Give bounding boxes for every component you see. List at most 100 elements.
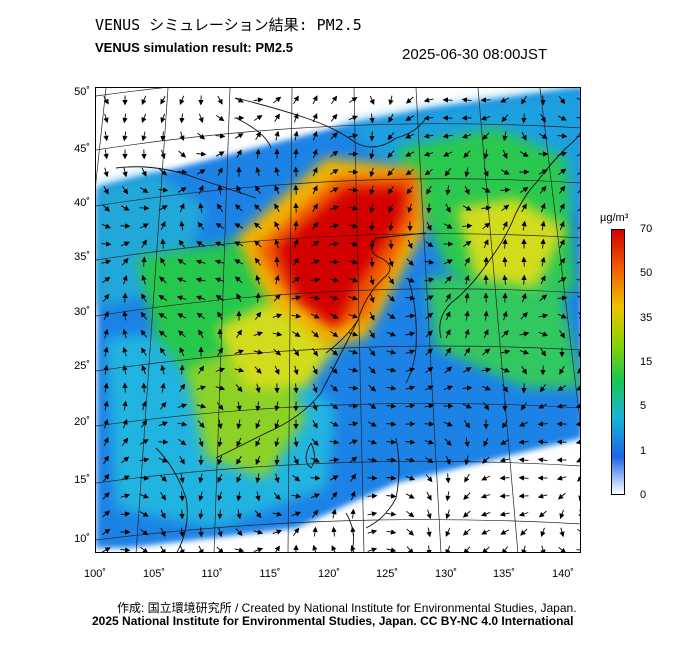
wind-arrow [445, 311, 451, 321]
wind-arrow [559, 365, 565, 375]
wind-arrow [367, 511, 378, 517]
wind-arrow [576, 116, 580, 119]
wind-arrow [519, 349, 530, 355]
wind-arrow [253, 222, 262, 230]
wind-arrow [406, 96, 414, 104]
wind-arrow [178, 383, 186, 392]
wind-arrow [121, 456, 130, 464]
wind-arrow [521, 292, 527, 303]
wind-arrow [538, 403, 548, 409]
pm25-map [95, 87, 581, 553]
wind-arrow [101, 241, 112, 247]
wind-arrow [386, 331, 397, 337]
wind-arrow [236, 509, 242, 520]
wind-arrow [329, 205, 340, 211]
wind-arrow [426, 491, 432, 501]
wind-arrow [537, 493, 548, 499]
wind-arrow [520, 312, 528, 320]
wind-arrow [198, 545, 204, 552]
wind-arrow [311, 240, 320, 248]
wind-arrow [405, 313, 416, 319]
wind-arrow [538, 133, 548, 139]
wind-arrow [423, 151, 434, 157]
wind-arrow [483, 149, 489, 160]
wind-arrow [330, 330, 339, 338]
wind-arrow [122, 310, 128, 321]
lat-label-20: 20˚ [74, 416, 90, 428]
wind-arrow [274, 365, 280, 375]
wind-arrow [425, 348, 433, 356]
wind-arrow [253, 331, 264, 337]
wind-arrow [443, 385, 454, 391]
wind-arrow [559, 239, 565, 249]
wind-arrow [312, 95, 318, 105]
wind-arrow [501, 114, 509, 123]
wind-arrow [160, 492, 167, 501]
colorbar-tick-1: 1 [640, 445, 647, 457]
wind-arrow [369, 131, 375, 142]
wind-arrow [577, 367, 580, 374]
wind-arrow [369, 311, 375, 321]
wind-arrow [481, 385, 491, 391]
wind-arrow [350, 526, 356, 537]
wind-arrow [103, 437, 109, 447]
wind-arrow [140, 329, 148, 338]
wind-arrow [101, 223, 111, 229]
wind-arrow [255, 383, 261, 394]
wind-arrow [141, 256, 147, 267]
wind-arrow [160, 113, 166, 124]
wind-arrow [217, 437, 223, 448]
wind-arrow [502, 256, 508, 267]
wind-arrow [198, 329, 204, 339]
wind-arrow [521, 365, 527, 375]
wind-arrow [520, 402, 528, 411]
wind-arrow [388, 257, 394, 268]
wind-arrow [464, 455, 470, 466]
wind-arrow [444, 366, 453, 374]
wind-arrow [425, 330, 433, 338]
wind-arrow [331, 508, 337, 519]
wind-arrow [368, 348, 376, 357]
wind-arrow [140, 311, 148, 320]
wind-arrow [217, 473, 223, 483]
wind-arrow [177, 169, 188, 175]
wind-arrow [122, 113, 128, 124]
wind-arrow [539, 185, 547, 194]
wind-arrow [540, 202, 546, 213]
wind-arrow [405, 295, 416, 301]
wind-arrow [483, 401, 489, 411]
wind-arrow [538, 331, 549, 337]
wind-arrow [425, 457, 434, 464]
wind-arrow [236, 491, 242, 502]
wind-arrow [103, 328, 109, 339]
wind-arrow [502, 383, 508, 393]
wind-arrow [196, 312, 205, 320]
wind-arrow [425, 240, 434, 248]
wind-arrow [236, 419, 242, 430]
wind-arrow [576, 279, 580, 281]
wind-arrow [406, 510, 415, 518]
wind-arrow [293, 365, 299, 376]
wind-arrow [329, 421, 339, 427]
wind-arrow [540, 347, 546, 357]
wind-arrow [480, 115, 491, 121]
wind-arrow [463, 240, 472, 247]
wind-arrow [198, 365, 205, 374]
wind-arrow [312, 185, 318, 195]
wind-arrow [500, 187, 511, 193]
wind-arrow [141, 131, 147, 142]
wind-arrow [292, 276, 301, 284]
wind-arrow [234, 97, 244, 103]
wind-arrow [141, 347, 147, 357]
wind-arrow [198, 437, 204, 448]
map-canvas [96, 88, 580, 552]
wind-arrow [369, 293, 375, 304]
wind-arrow [350, 544, 356, 552]
wind-arrow [521, 113, 527, 124]
wind-arrow [483, 329, 489, 339]
wind-arrow [368, 403, 377, 410]
wind-arrow [217, 527, 223, 538]
wind-arrow [122, 274, 128, 285]
wind-arrow [407, 203, 413, 214]
wind-arrow [255, 473, 261, 484]
